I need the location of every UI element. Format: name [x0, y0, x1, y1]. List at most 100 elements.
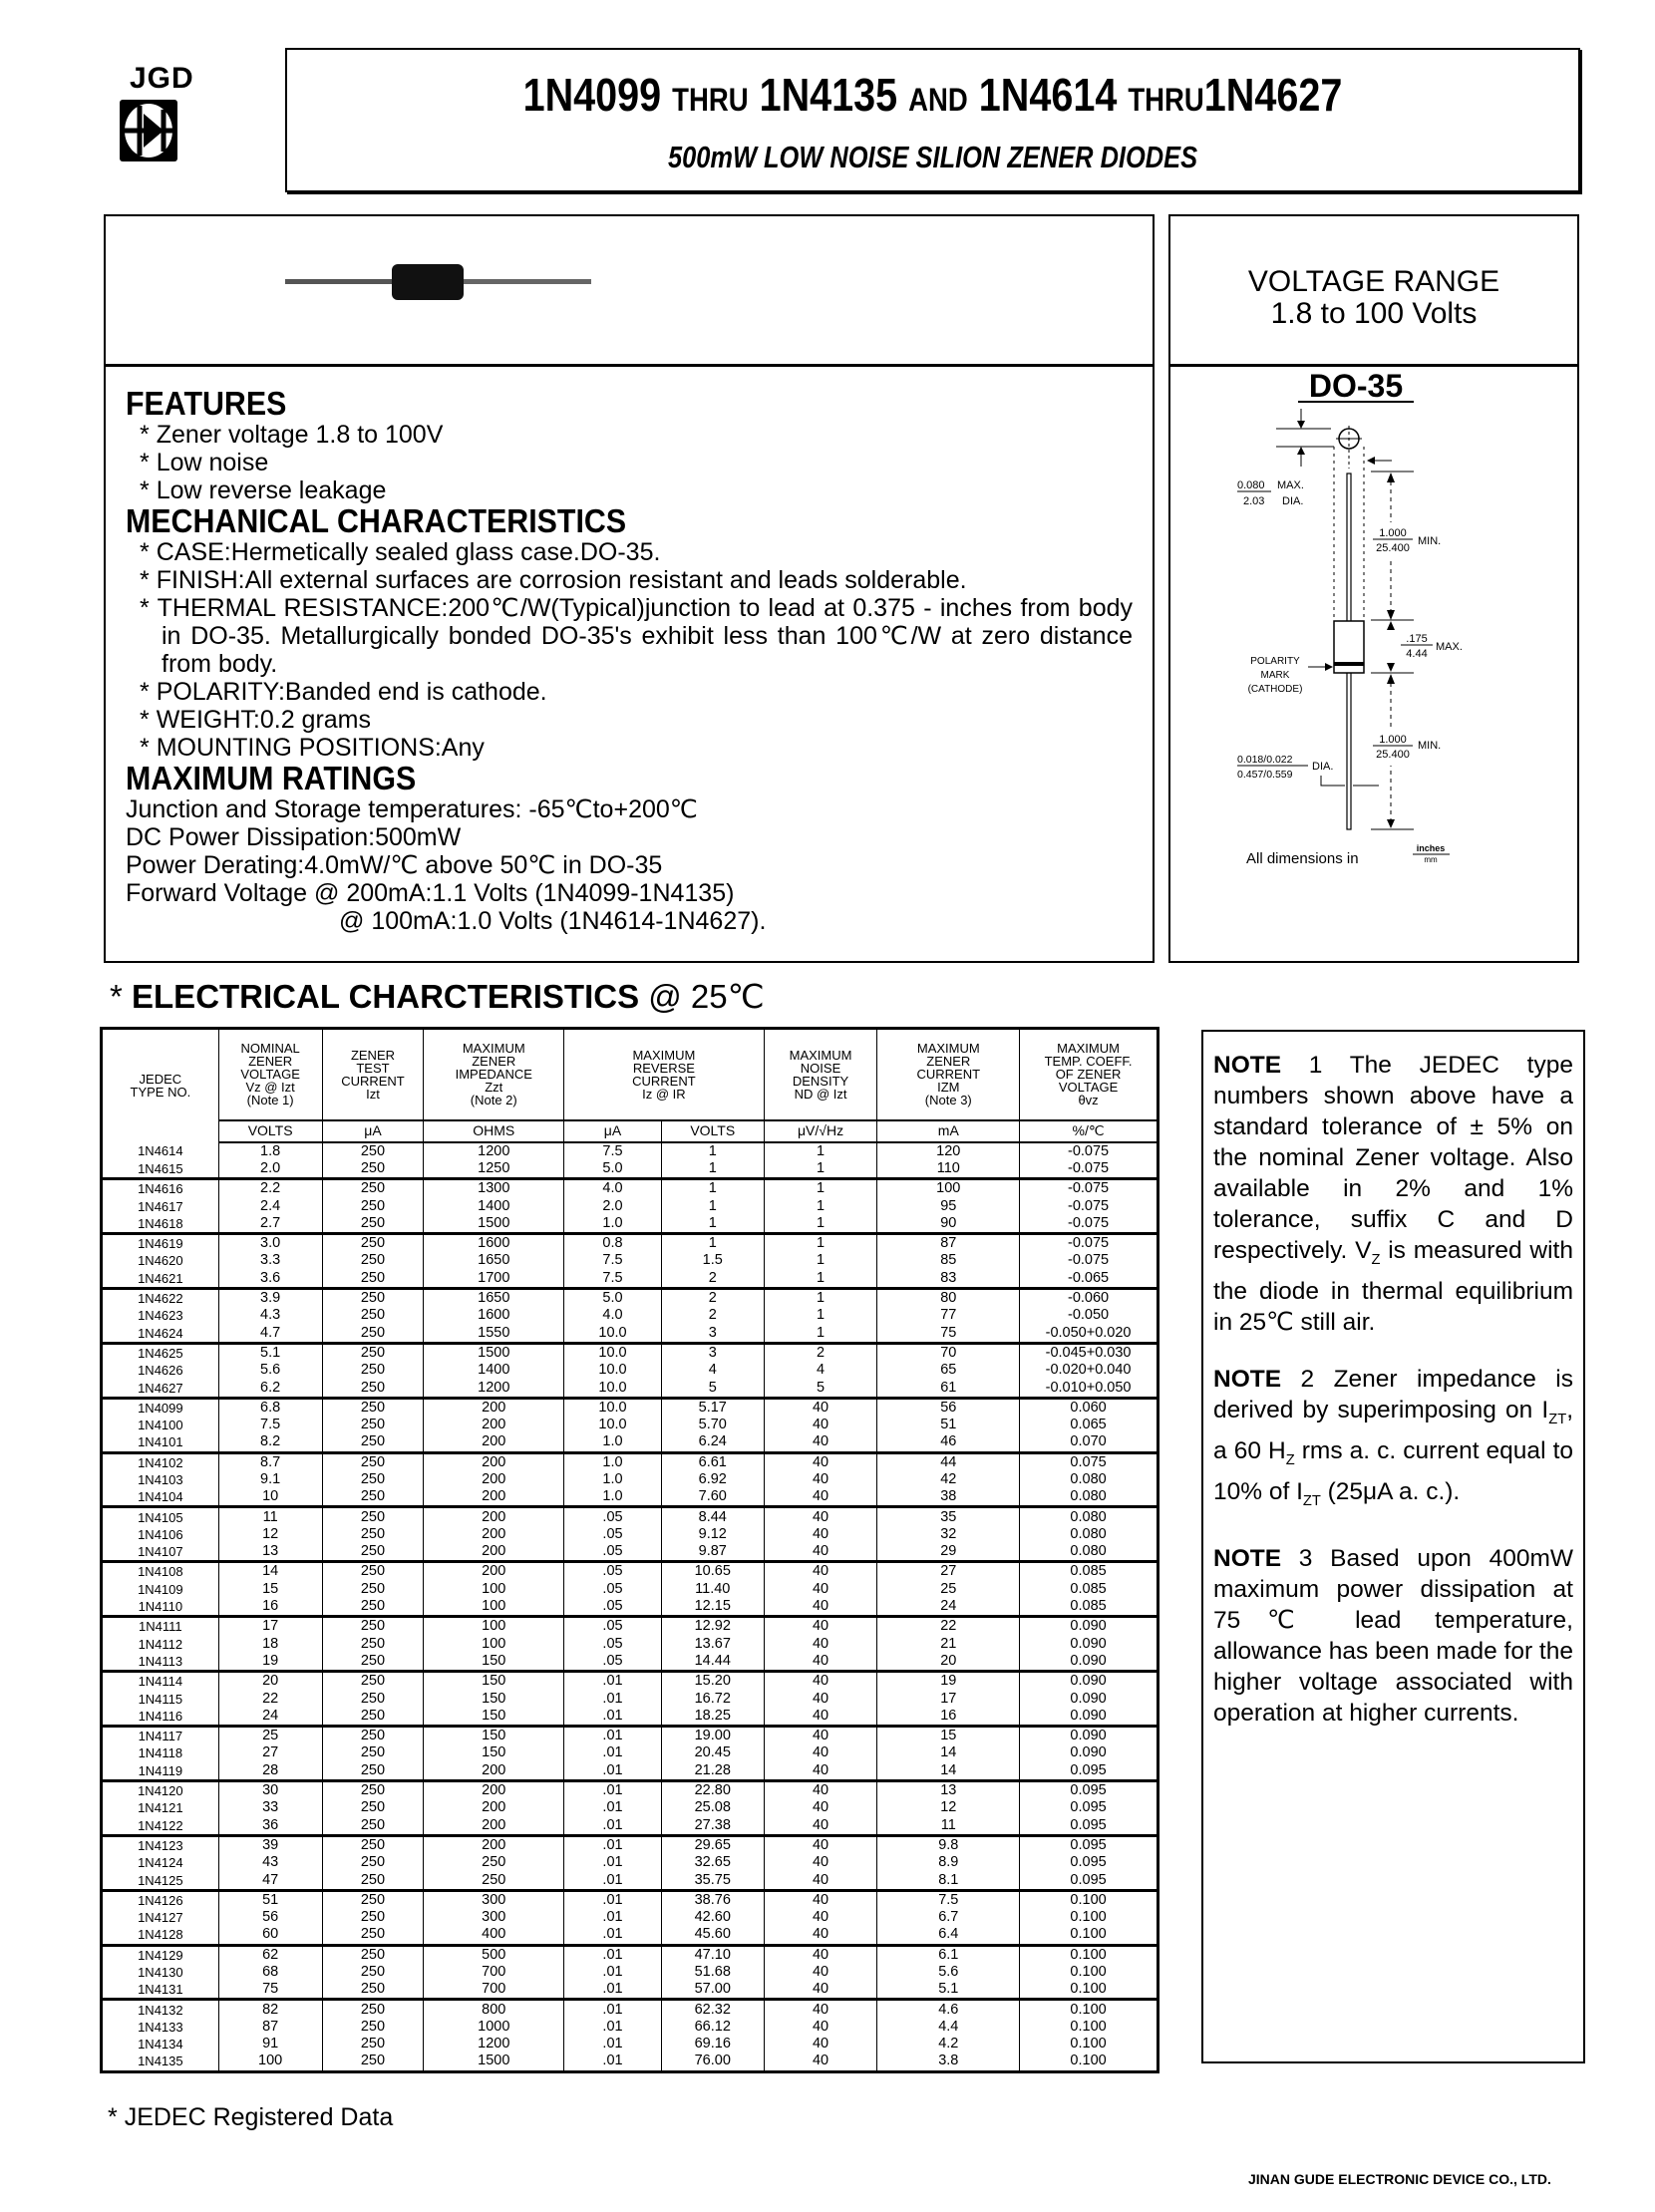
value-cell: 200: [423, 1433, 564, 1453]
title-part: 1N4614: [978, 69, 1118, 121]
value-cell: 1: [660, 1232, 765, 1253]
value-cell: 12: [876, 1799, 1020, 1817]
table-row: 1N4101 8.2 250 200 1.0 6.24 40 46 0.070: [102, 1433, 1158, 1453]
value-cell: 400: [423, 1926, 564, 1946]
value-cell: 0.100: [1019, 1908, 1158, 1927]
value-cell: 250: [321, 1888, 424, 1909]
value-cell: 250: [321, 1379, 424, 1399]
value-cell: 51: [217, 1888, 323, 1909]
value-cell: 10: [217, 1488, 323, 1507]
value-cell: 27: [876, 1560, 1020, 1581]
type-cell: 1N4618: [138, 1215, 183, 1231]
value-cell: -0.050: [1019, 1307, 1158, 1325]
value-cell: 0.095: [1019, 1833, 1158, 1855]
value-cell: 250: [321, 1670, 424, 1691]
type-cell: 1N4107: [138, 1544, 183, 1560]
type-cell: 1N4131: [138, 1982, 183, 1998]
value-cell: 0.080: [1019, 1543, 1158, 1562]
table-row: 1N4113 19 250 150.05 14.44 40 20 0.090: [102, 1652, 1158, 1672]
diode-logo-icon: [120, 100, 177, 161]
table-row: 1N4624 4.7 250 1550 10.0 3 1 75 -0.050+0.020: [102, 1324, 1158, 1344]
value-cell: 24: [217, 1707, 323, 1727]
value-cell: 1: [763, 1214, 877, 1234]
value-cell: 0.095: [1019, 1761, 1158, 1781]
table-row: 1N4104 10 250 200 1.0 7.60 40 38 0.080: [102, 1488, 1158, 1507]
footnote: * JEDEC Registered Data: [108, 2103, 394, 2131]
value-cell: .01: [563, 1799, 662, 1817]
value-cell: 17: [217, 1615, 323, 1636]
table-row: 1N4131 75 250 700.01 57.00 40 5.1 0.100: [102, 1981, 1158, 2000]
value-cell: 7.60: [660, 1488, 765, 1507]
value-cell: 40: [763, 1470, 877, 1489]
value-cell: 250: [321, 1159, 424, 1179]
type-cell: 1N4115: [138, 1691, 183, 1707]
table-row: 1N4616 2.2 250 1300 4.0 1 1 100 -0.075: [101, 1177, 1158, 1198]
value-cell: 1.0: [563, 1488, 662, 1507]
value-cell: 45.60: [660, 1926, 765, 1946]
value-cell: .01: [563, 1854, 662, 1872]
value-cell: 7.5: [217, 1416, 323, 1434]
value-cell: 250: [321, 1560, 424, 1581]
type-cell: 1N4615: [138, 1160, 183, 1176]
value-cell: 0.8: [563, 1232, 662, 1253]
value-cell: 40: [763, 1725, 877, 1745]
value-cell: 500: [423, 1943, 564, 1964]
value-cell: 14: [217, 1560, 323, 1581]
value-cell: 0.060: [1019, 1396, 1158, 1417]
value-cell: 38: [876, 1488, 1020, 1507]
table-row: 1N4108 14 250 200.05 10.65 40 27 0.085: [101, 1560, 1158, 1581]
value-cell: 15: [876, 1725, 1020, 1745]
value-cell: 17: [876, 1690, 1020, 1708]
table-row: 1N4118 27 250 150.01 20.45 40 14 0.090: [102, 1744, 1158, 1762]
value-cell: 7.5: [563, 1252, 662, 1270]
value-cell: 51: [876, 1416, 1020, 1434]
table-row: 1N4128 60 250 400.01 45.60 40 6.4 0.100: [102, 1926, 1158, 1946]
value-cell: 75: [876, 1324, 1020, 1344]
table-row: 1N4114 20 250 150.01 15.20 40 19 0.090: [101, 1670, 1158, 1691]
value-cell: 1: [660, 1141, 765, 1160]
value-cell: 250: [321, 1816, 424, 1836]
value-cell: 42.60: [660, 1908, 765, 1927]
value-cell: 100: [217, 2053, 323, 2072]
feature-item: * Low noise: [140, 449, 269, 476]
value-cell: 250: [321, 1943, 424, 1964]
table-row: 1N4129 62 250 500.01 47.10 40 6.1 0.100: [101, 1943, 1158, 1964]
value-cell: 4.4: [876, 2018, 1020, 2037]
value-cell: 150: [423, 1652, 564, 1672]
value-cell: 6.61: [660, 1450, 765, 1471]
value-cell: 25: [217, 1725, 323, 1745]
header-noise-density: MAXIMUM NOISE DENSITY ND @ Izt: [763, 1028, 877, 1120]
value-cell: 250: [321, 1307, 424, 1325]
value-cell: 250: [321, 1197, 424, 1215]
value-cell: 1.0: [563, 1470, 662, 1489]
value-cell: 1: [763, 1141, 877, 1160]
value-cell: 10.0: [563, 1324, 662, 1344]
value-cell: 0.100: [1019, 1888, 1158, 1909]
value-cell: .01: [563, 1943, 662, 1964]
table-row: 1N4124 43 250 250.01 32.65 40 8.9 0.095: [102, 1854, 1158, 1872]
value-cell: 250: [321, 1871, 424, 1891]
value-cell: .01: [563, 1833, 662, 1855]
voltage-range-box: VOLTAGE RANGE 1.8 to 100 Volts: [1168, 214, 1579, 366]
value-cell: 250: [321, 1324, 424, 1344]
value-cell: 10.0: [563, 1416, 662, 1434]
table-row: 1N4615 2.0 250 1250 5.0 1 1 110 -0.075: [102, 1159, 1158, 1179]
unit-cell: VOLTS: [217, 1118, 323, 1143]
value-cell: 90: [876, 1214, 1020, 1234]
type-cell: 1N4626: [138, 1363, 183, 1379]
value-cell: 0.080: [1019, 1525, 1158, 1544]
value-cell: 40: [763, 1799, 877, 1817]
value-cell: 82: [217, 1998, 323, 2019]
value-cell: 15.20: [660, 1670, 765, 1691]
value-cell: 12.15: [660, 1597, 765, 1617]
mechanical-item: * THERMAL RESISTANCE:200℃/W(Typical)junc…: [140, 594, 1134, 678]
value-cell: 200: [423, 1450, 564, 1471]
value-cell: 1: [763, 1324, 877, 1344]
value-cell: .05: [563, 1560, 662, 1581]
polarity-label: POLARITY: [1250, 656, 1300, 667]
value-cell: 250: [321, 1141, 424, 1160]
value-cell: -0.075: [1019, 1159, 1158, 1179]
value-cell: 32: [876, 1525, 1020, 1544]
value-cell: 700: [423, 1963, 564, 1982]
value-cell: 0.075: [1019, 1450, 1158, 1471]
